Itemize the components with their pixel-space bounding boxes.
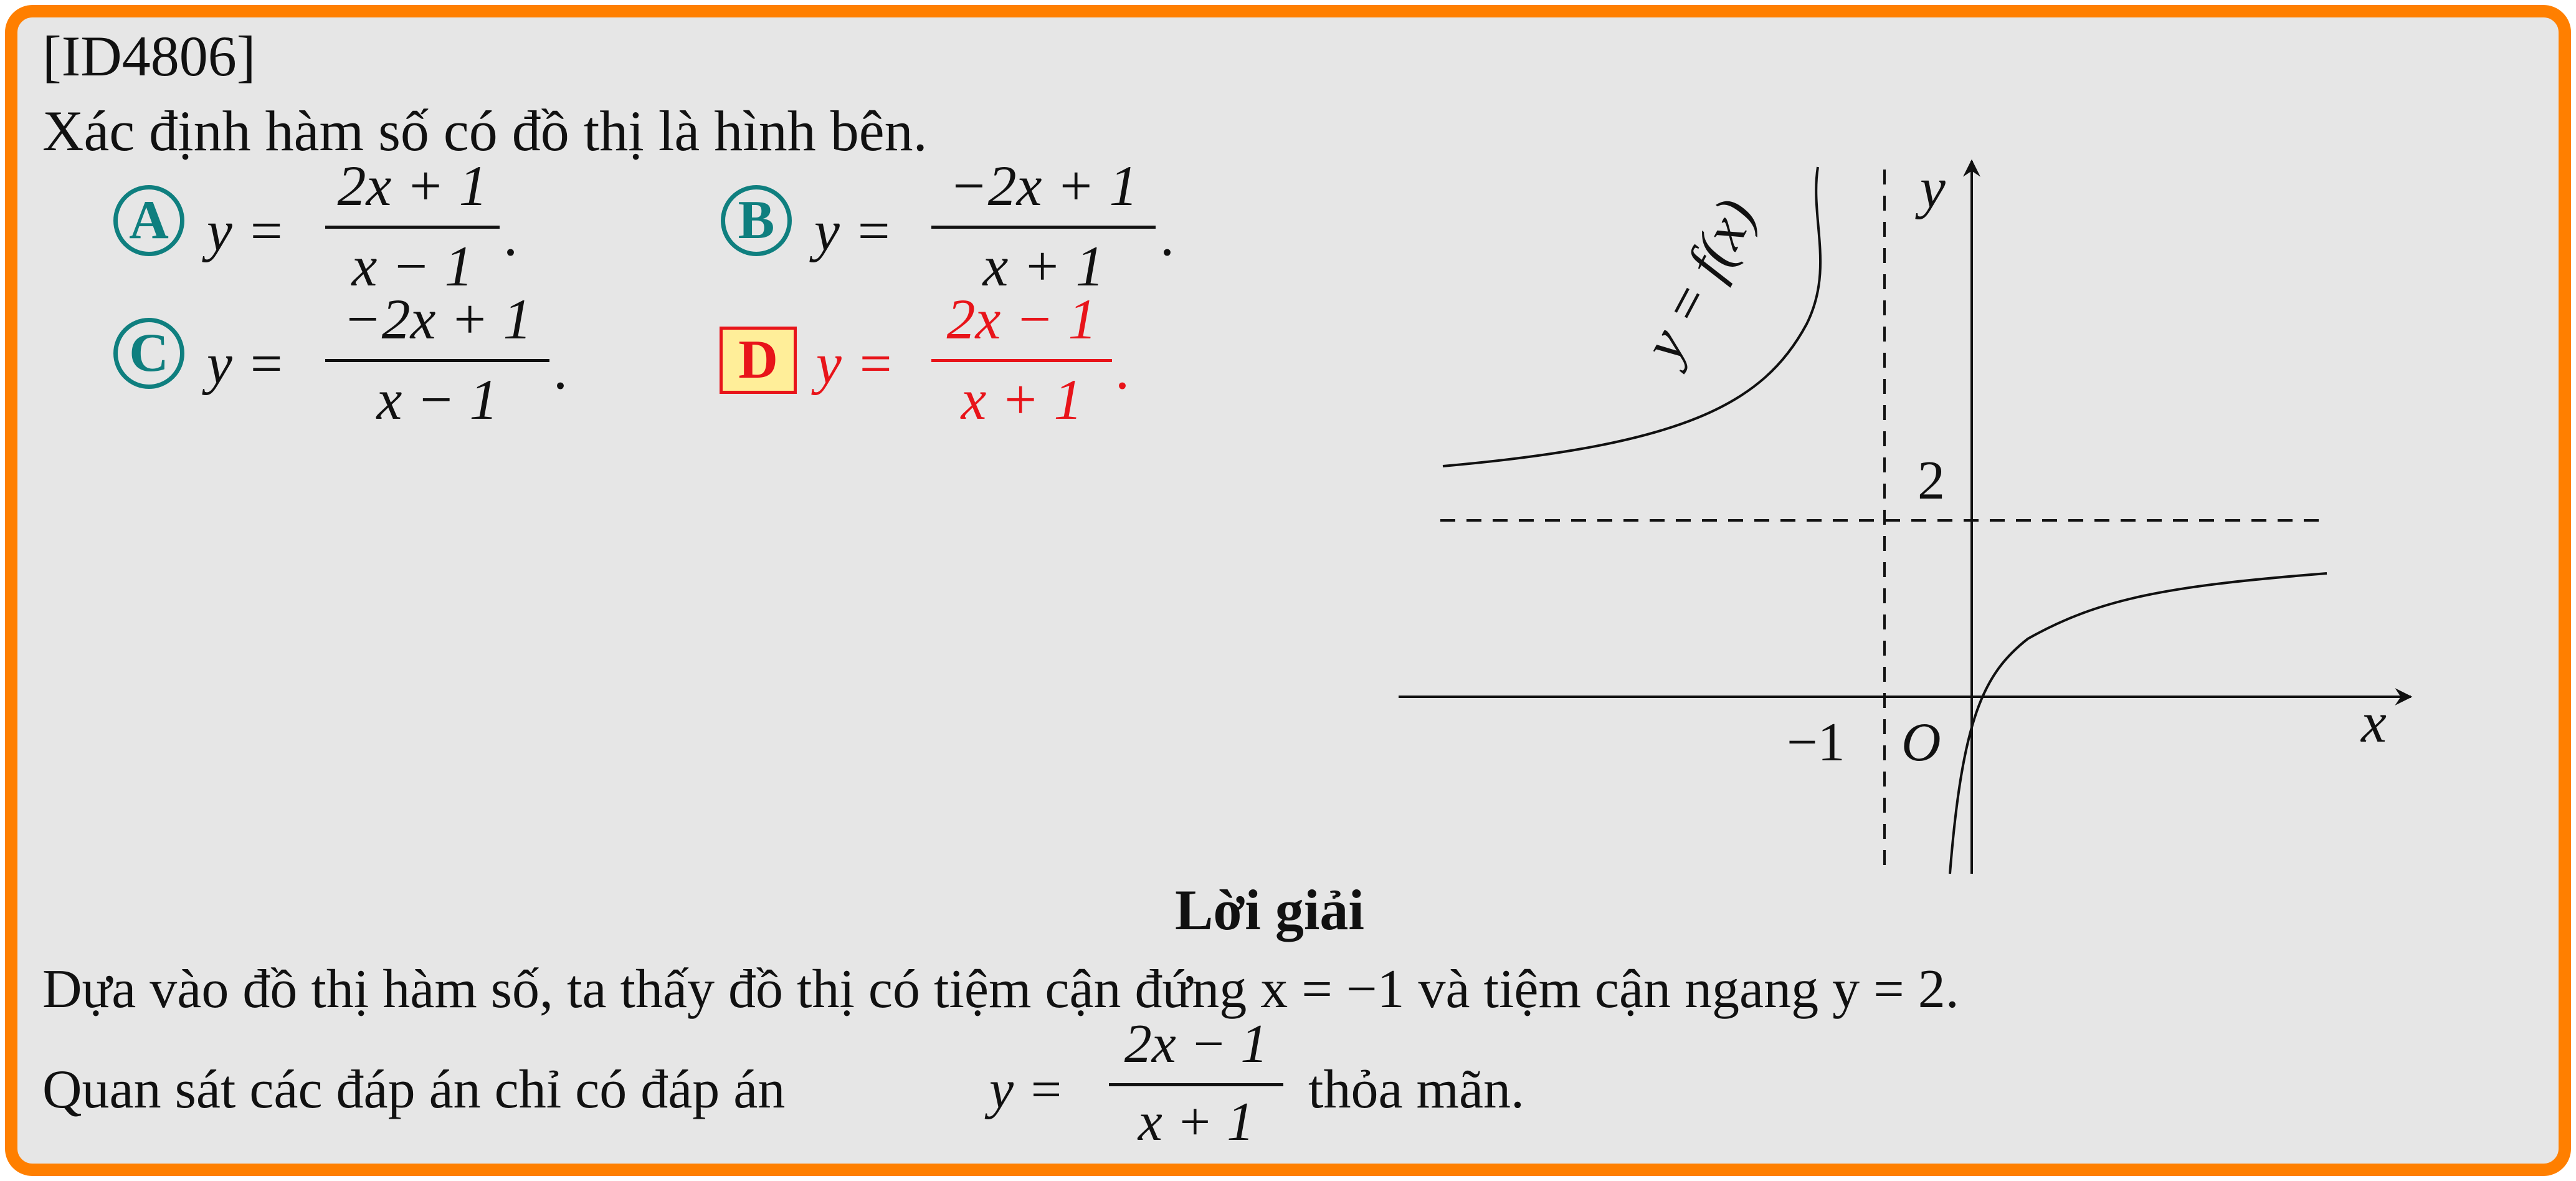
option-b-period: . <box>1160 204 1174 267</box>
fraction-bar <box>1109 1083 1283 1086</box>
option-b-lhs: y = <box>814 199 893 262</box>
fraction-bar <box>931 226 1156 229</box>
solution-line-2-start: Quan sát các đáp án chỉ có đáp án <box>42 1059 786 1120</box>
option-d-lhs: y = <box>816 332 895 395</box>
option-b-numerator: −2x + 1 <box>949 154 1138 218</box>
option-b-marker[interactable]: B <box>721 185 792 256</box>
x-axis-label: x <box>2360 691 2387 754</box>
question-card <box>5 5 2571 1176</box>
option-d-period: . <box>1115 337 1129 401</box>
solution-heading: Lời giải <box>1175 878 1364 942</box>
option-c-marker[interactable]: C <box>113 318 184 389</box>
option-d-fraction: 2x − 1 x + 1 <box>931 290 1112 428</box>
curve-label: y = f(x) <box>1628 188 1768 375</box>
fraction-bar <box>325 226 500 229</box>
horizontal-asymptote-label: 2 <box>1918 451 1945 511</box>
vertical-asymptote-label: −1 <box>1787 712 1845 773</box>
fraction-bar <box>325 359 549 362</box>
question-prompt: Xác định hàm số có đồ thị là hình bên. <box>42 99 928 163</box>
solution-numerator: 2x − 1 <box>1124 1014 1268 1074</box>
option-c-denominator: x − 1 <box>376 368 498 431</box>
solution-line-2-lhs: y = <box>989 1059 1065 1120</box>
y-axis-label: y <box>1915 156 1946 219</box>
curve-right-branch <box>1949 572 2327 874</box>
option-d-marker[interactable]: D <box>720 327 797 394</box>
option-a-fraction: 2x + 1 x − 1 <box>325 157 500 295</box>
option-d-denominator: x + 1 <box>961 368 1083 431</box>
option-a-marker[interactable]: A <box>113 185 184 256</box>
option-b-fraction: −2x + 1 x + 1 <box>931 157 1156 295</box>
solution-fraction: 2x − 1 x + 1 <box>1109 1017 1283 1150</box>
option-a-lhs: y = <box>207 199 285 262</box>
curve-left-branch <box>1442 166 1822 467</box>
option-a-denominator: x − 1 <box>351 234 473 298</box>
solution-line-2-end: thỏa mãn. <box>1308 1059 1525 1120</box>
option-c-numerator: −2x + 1 <box>343 287 532 351</box>
option-a-numerator: 2x + 1 <box>337 154 488 218</box>
option-c-lhs: y = <box>207 332 285 395</box>
option-b-denominator: x + 1 <box>982 234 1105 298</box>
solution-line-1: Dựa vào đồ thị hàm số, ta thấy đồ thị có… <box>42 959 1959 1020</box>
option-c-period: . <box>553 337 568 401</box>
option-d-numerator: 2x − 1 <box>946 287 1097 351</box>
solution-denominator: x + 1 <box>1138 1092 1255 1152</box>
origin-label: O <box>1901 712 1941 773</box>
fraction-bar <box>931 359 1112 362</box>
option-a-period: . <box>503 204 518 267</box>
question-id: [ID4806] <box>42 24 256 88</box>
option-c-fraction: −2x + 1 x − 1 <box>325 290 549 428</box>
